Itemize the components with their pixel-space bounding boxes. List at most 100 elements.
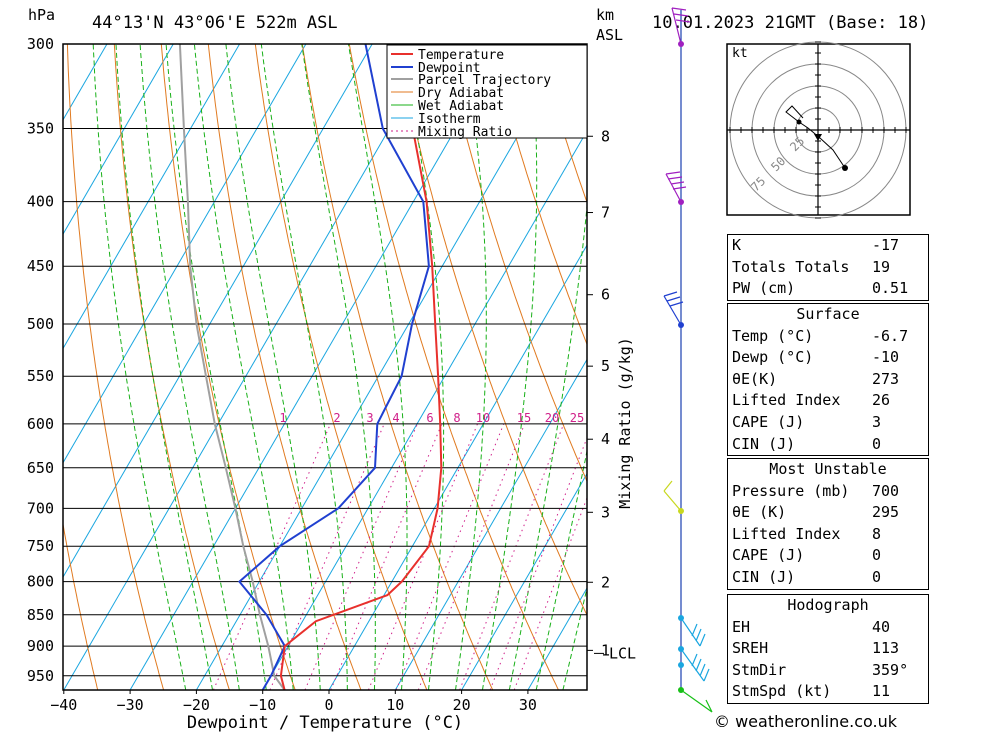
temperature-tick-label: 20 xyxy=(453,696,471,714)
km-label: km xyxy=(596,6,614,24)
pressure-tick-label: 800 xyxy=(27,573,54,591)
legend-dewpoint: Dewpoint xyxy=(418,61,481,76)
most-unstable-title: Most Unstable xyxy=(769,460,887,478)
credit-link[interactable]: © weatheronline.co.uk xyxy=(714,712,897,731)
pressure-tick-label: 500 xyxy=(27,315,54,333)
temperature-tick-label: 10 xyxy=(386,696,404,714)
temperature-tick-label: −40 xyxy=(50,696,77,714)
temperature-tick-label: 0 xyxy=(324,696,333,714)
isotherm-line xyxy=(63,44,307,464)
wet-adiabat-line xyxy=(508,201,587,690)
pressure-tick-label: 700 xyxy=(27,499,54,517)
asl-label: ASL xyxy=(596,26,623,44)
pressure-tick-label: 600 xyxy=(27,415,54,433)
storm-motion-marker xyxy=(814,134,822,141)
wind-barb xyxy=(680,689,713,713)
mixing-ratio-axis-title: Mixing Ratio (g/kg) xyxy=(616,337,634,509)
dry-adiabat-line xyxy=(301,44,494,690)
mu-li-value: 8 xyxy=(872,524,882,543)
surface-title: Surface xyxy=(796,305,860,323)
isotherm-line xyxy=(394,358,587,690)
mixing-ratio-label: 6 xyxy=(426,411,433,425)
dry-adiabat-line xyxy=(113,44,230,690)
pressure-tick-label: 750 xyxy=(27,537,54,555)
mixing-ratio-label: 10 xyxy=(476,411,490,425)
wind-barb xyxy=(671,7,691,45)
indices-table: K -17 Totals Totals 19 PW (cm) 0.51 xyxy=(727,234,929,301)
legend-mixing-ratio: Mixing Ratio xyxy=(418,125,512,140)
legend: Temperature Dewpoint Parcel Trajectory D… xyxy=(386,44,588,140)
isotherm-line xyxy=(262,129,587,690)
pressure-tick-label: 400 xyxy=(27,193,54,211)
mixing-ratio-label: 3 xyxy=(366,411,373,425)
pressure-tick-label: 300 xyxy=(27,35,54,53)
wet-adiabat-line xyxy=(193,44,294,690)
km-tick-label: 3 xyxy=(601,503,610,521)
wind-barb xyxy=(663,291,684,326)
surface-li-value: 26 xyxy=(872,391,891,410)
plot-frame xyxy=(62,43,588,691)
dry-adiabat-line xyxy=(960,44,1000,690)
mu-theta-e-value: 295 xyxy=(872,503,900,522)
temperature-tick-label: −20 xyxy=(183,696,210,714)
plot-area xyxy=(63,44,1000,690)
pressure-tick-label: 650 xyxy=(27,459,54,477)
pressure-tick-label: 350 xyxy=(27,119,54,137)
pressure-tick-label: 450 xyxy=(27,257,54,275)
dry-adiabat-line xyxy=(66,44,165,690)
wet-adiabat-line xyxy=(348,44,408,690)
km-tick-label: 2 xyxy=(601,573,610,591)
wet-adiabat-line xyxy=(455,44,487,690)
hodograph-trace xyxy=(798,121,846,169)
mixing-ratio-label: 2 xyxy=(333,411,340,425)
km-tick-label: 5 xyxy=(601,357,610,375)
wet-adiabat-line xyxy=(301,44,376,690)
wind-level-dot xyxy=(678,662,684,668)
dry-adiabat-line xyxy=(63,521,99,690)
mixing-ratio-label: 15 xyxy=(517,411,531,425)
mixing-ratio-label: 25 xyxy=(570,411,584,425)
datetime-title: 10.01.2023 21GMT (Base: 18) xyxy=(652,13,928,33)
hodograph-table: Hodograph EH 40 SREH 113 StmDir 359° StmSpd… xyxy=(727,594,929,704)
pressure-tick-label: 900 xyxy=(27,637,54,655)
wet-adiabat-line xyxy=(260,44,348,690)
km-tick-label: 1 xyxy=(601,641,610,659)
lcl-label: LCL xyxy=(609,644,636,662)
stmspd-value: 11 xyxy=(872,682,891,701)
temperature-tick-label: −30 xyxy=(117,696,144,714)
mixing-ratio-label: 1 xyxy=(279,411,286,425)
most-unstable-table: Most Unstable Pressure (mb) 700 θE (K) 295… xyxy=(727,458,929,590)
legend-dry-adiabat: Dry Adiabat xyxy=(418,86,504,101)
mixing-ratio-line xyxy=(489,436,587,690)
wet-adiabat-line xyxy=(535,448,587,690)
isotherm-line xyxy=(63,44,174,236)
dry-adiabat-line xyxy=(489,44,587,346)
legend-wet-adiabat: Wet Adiabat xyxy=(418,99,504,114)
wind-barb xyxy=(663,480,682,512)
temperature-tick-label: 30 xyxy=(519,696,537,714)
isotherm-line xyxy=(129,44,506,690)
isotherm-line xyxy=(195,44,572,690)
sreh-value: 113 xyxy=(872,639,900,658)
mixing-ratio-label: 20 xyxy=(545,411,559,425)
hodograph-point xyxy=(842,165,848,171)
k-index-value: -17 xyxy=(872,236,900,254)
hodograph-title: Hodograph xyxy=(787,596,869,614)
pressure-tick-label: 850 xyxy=(27,606,54,624)
pw-value: 0.51 xyxy=(872,279,909,298)
wet-adiabat-line xyxy=(139,44,240,690)
mixing-ratio-line xyxy=(395,423,505,690)
mixing-ratio-line xyxy=(304,423,418,690)
wind-profile xyxy=(663,7,713,713)
dewpoint-line xyxy=(238,44,430,690)
surface-cin-value: 0 xyxy=(872,434,882,453)
mixing-ratio-line xyxy=(212,423,331,690)
mixing-ratio-label: 8 xyxy=(453,411,460,425)
hodograph-unit: kt xyxy=(732,46,748,61)
location-title: 44°13'N 43°06'E 522m ASL xyxy=(92,13,338,33)
legend-isotherm: Isotherm xyxy=(418,112,481,127)
mixing-ratio-label: 4 xyxy=(392,411,399,425)
mixing-ratio-line xyxy=(417,423,526,690)
